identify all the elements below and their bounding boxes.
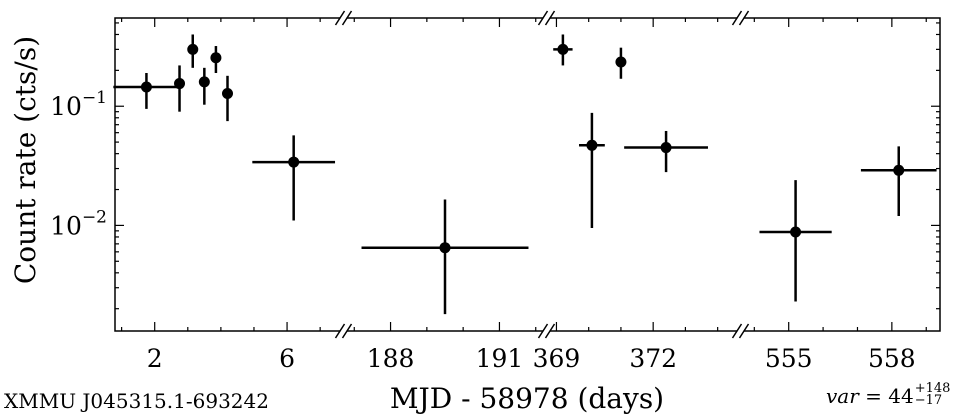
variability-upper-error: +148 xyxy=(914,380,951,396)
data-marker xyxy=(586,139,598,151)
data-marker xyxy=(198,76,210,88)
data-marker xyxy=(439,242,451,254)
axis-break-slash xyxy=(334,10,346,26)
data-marker xyxy=(187,43,199,55)
x-axis-label: MJD - 58978 (days) xyxy=(390,382,664,415)
axis-break-gaps xyxy=(340,16,744,333)
axis-break-slash xyxy=(738,10,750,26)
axis-break-slash xyxy=(544,323,556,339)
break-gap-bottom xyxy=(737,329,744,333)
break-gap-bottom xyxy=(543,329,550,333)
break-gap-top xyxy=(543,16,550,20)
variability-value: = 44 xyxy=(865,384,914,408)
x-tick-label: 191 xyxy=(476,344,524,373)
variability-lower-error: −17 xyxy=(914,392,943,408)
axis-break-slash xyxy=(341,10,353,26)
data-point xyxy=(174,65,186,112)
plot-border xyxy=(114,17,941,332)
variability-label: var = 44 +148 −17 xyxy=(826,380,951,410)
axis-break-slash xyxy=(544,10,556,26)
data-marker xyxy=(174,78,186,90)
break-gap-top xyxy=(737,16,744,20)
x-tick-label: 2 xyxy=(147,344,163,373)
axis-ticks xyxy=(115,18,940,331)
x-tick-label: 369 xyxy=(533,344,581,373)
break-gap-top xyxy=(340,16,347,20)
data-marker xyxy=(222,87,233,99)
data-point xyxy=(624,130,708,173)
x-tick-label: 372 xyxy=(629,344,677,373)
data-point xyxy=(553,34,573,66)
y-tick-label: 10−1 xyxy=(50,88,107,121)
data-marker xyxy=(660,142,672,154)
data-points xyxy=(113,34,937,315)
data-point xyxy=(113,73,180,109)
data-marker xyxy=(893,164,905,176)
y-tick-label: 10−2 xyxy=(50,207,107,240)
axis-break-marks xyxy=(334,10,750,339)
data-marker xyxy=(557,43,569,55)
data-point xyxy=(210,46,222,74)
y-axis-label: Count rate (cts/s) xyxy=(9,36,42,284)
break-gap-bottom xyxy=(340,329,347,333)
data-marker xyxy=(790,226,802,238)
data-marker xyxy=(140,81,152,93)
data-point xyxy=(187,34,199,68)
axis-break-slash xyxy=(341,323,353,339)
axis-break-slash xyxy=(731,10,743,26)
x-tick-label: 558 xyxy=(868,344,916,373)
tick-labels: 2 6 188 191 369 372 555 558 10−1 10−2 xyxy=(50,88,916,373)
variability-symbol: var xyxy=(826,384,859,408)
x-tick-label: 555 xyxy=(765,344,813,373)
data-marker xyxy=(615,56,627,68)
data-point xyxy=(860,146,937,216)
x-tick-label: 188 xyxy=(367,344,415,373)
data-point xyxy=(361,199,529,315)
data-point xyxy=(222,75,233,122)
axis-break-slash xyxy=(334,323,346,339)
axis-break-slash xyxy=(738,323,750,339)
data-point xyxy=(579,112,605,229)
axis-break-slash xyxy=(537,10,549,26)
plot-frame xyxy=(114,17,941,332)
axis-break-slash xyxy=(537,323,549,339)
source-name: XMMU J045315.1-693242 xyxy=(4,389,269,413)
data-point xyxy=(198,67,210,105)
x-tick-label: 6 xyxy=(279,344,295,373)
data-point xyxy=(615,47,627,79)
data-marker xyxy=(288,156,300,168)
data-point xyxy=(252,135,336,221)
data-point xyxy=(759,180,832,302)
axis-break-slash xyxy=(731,323,743,339)
data-marker xyxy=(210,52,222,64)
